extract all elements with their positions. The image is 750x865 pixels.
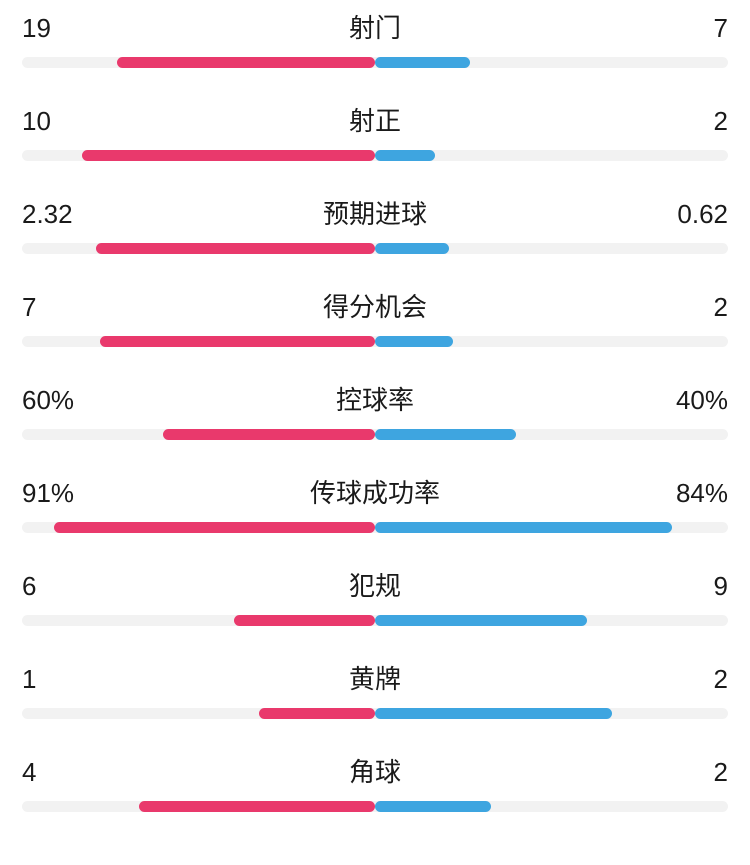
stat-bar-right-fill xyxy=(375,429,516,440)
stat-left-value: 19 xyxy=(22,13,92,44)
stat-bar-right-fill xyxy=(375,150,435,161)
stat-left-value: 1 xyxy=(22,664,92,695)
stat-left-value: 7 xyxy=(22,292,92,323)
stat-right-value: 2 xyxy=(658,757,728,788)
stat-right-value: 7 xyxy=(658,13,728,44)
stat-bar-track xyxy=(22,150,728,161)
stat-bar-track xyxy=(22,429,728,440)
stat-bar-left-fill xyxy=(54,522,375,533)
stat-row: 1黄牌2 xyxy=(22,659,728,719)
stat-row: 60%控球率40% xyxy=(22,380,728,440)
stat-name: 得分机会 xyxy=(92,287,658,324)
stat-name: 射正 xyxy=(92,101,658,138)
stat-right-value: 2 xyxy=(658,664,728,695)
stat-right-value: 0.62 xyxy=(658,199,728,230)
stat-left-value: 60% xyxy=(22,385,92,416)
stat-row: 4角球2 xyxy=(22,752,728,812)
stat-row: 7得分机会2 xyxy=(22,287,728,347)
stat-bar-left-fill xyxy=(163,429,375,440)
stat-bar-right-fill xyxy=(375,615,587,626)
stat-bar-right-fill xyxy=(375,243,449,254)
stat-bar-left-fill xyxy=(117,57,375,68)
stat-bar-track xyxy=(22,708,728,719)
stat-bar-right-fill xyxy=(375,57,470,68)
stat-name: 控球率 xyxy=(92,380,658,417)
stat-bar-right-fill xyxy=(375,708,612,719)
stat-bar-left-fill xyxy=(139,801,376,812)
stat-bar-left-fill xyxy=(100,336,375,347)
stat-bar-track xyxy=(22,522,728,533)
stat-right-value: 9 xyxy=(658,571,728,602)
stat-bar-right-fill xyxy=(375,801,491,812)
match-stats-panel: 19射门710射正22.32预期进球0.627得分机会260%控球率40%91%… xyxy=(22,8,728,812)
stat-left-value: 91% xyxy=(22,478,92,509)
stat-bar-track xyxy=(22,243,728,254)
stat-right-value: 2 xyxy=(658,292,728,323)
stat-bar-track xyxy=(22,57,728,68)
stat-name: 射门 xyxy=(92,8,658,45)
stat-left-value: 2.32 xyxy=(22,199,92,230)
stat-bar-track xyxy=(22,801,728,812)
stat-left-value: 10 xyxy=(22,106,92,137)
stat-row: 6犯规9 xyxy=(22,566,728,626)
stat-name: 黄牌 xyxy=(92,659,658,696)
stat-name: 犯规 xyxy=(92,566,658,603)
stat-bar-track xyxy=(22,615,728,626)
stat-bar-left-fill xyxy=(259,708,375,719)
stat-bar-right-fill xyxy=(375,522,672,533)
stat-bar-right-fill xyxy=(375,336,453,347)
stat-row: 91%传球成功率84% xyxy=(22,473,728,533)
stat-name: 传球成功率 xyxy=(92,473,658,510)
stat-bar-track xyxy=(22,336,728,347)
stat-bar-left-fill xyxy=(96,243,375,254)
stat-right-value: 84% xyxy=(658,478,728,509)
stat-right-value: 40% xyxy=(658,385,728,416)
stat-row: 2.32预期进球0.62 xyxy=(22,194,728,254)
stat-bar-left-fill xyxy=(82,150,375,161)
stat-left-value: 4 xyxy=(22,757,92,788)
stat-right-value: 2 xyxy=(658,106,728,137)
stat-name: 角球 xyxy=(92,752,658,789)
stat-row: 19射门7 xyxy=(22,8,728,68)
stat-name: 预期进球 xyxy=(92,194,658,231)
stat-row: 10射正2 xyxy=(22,101,728,161)
stat-left-value: 6 xyxy=(22,571,92,602)
stat-bar-left-fill xyxy=(234,615,375,626)
